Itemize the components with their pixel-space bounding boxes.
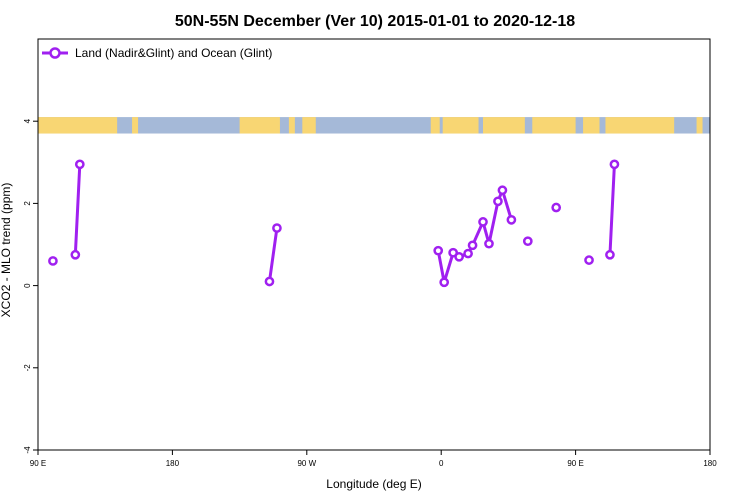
y-tick-label: -4 [23, 446, 32, 454]
series-line [608, 162, 616, 257]
data-point [433, 245, 444, 256]
series-line [73, 162, 82, 257]
data-point [48, 256, 58, 266]
data-point [609, 159, 620, 170]
data-point [584, 255, 594, 265]
map-land [696, 117, 703, 134]
map-land [583, 117, 600, 134]
y-tick-label: 4 [23, 118, 32, 123]
data-point [506, 214, 517, 225]
series-layer [48, 159, 620, 288]
map-land [132, 117, 139, 134]
data-point [551, 202, 562, 213]
y-axis-label: XCO2 - MLO trend (ppm) [0, 183, 13, 318]
x-tick-label: 180 [703, 459, 717, 468]
map-land [483, 117, 525, 134]
data-point [463, 248, 473, 259]
data-point [467, 240, 478, 251]
data-point [454, 251, 464, 262]
x-tick-label: 90 W [297, 459, 316, 468]
y-axis: -4 -2 0 2 4 [23, 118, 38, 454]
map-land [38, 117, 118, 134]
legend-label: Land (Nadir&Glint) and Ocean (Glint) [75, 46, 272, 60]
map-land [605, 117, 675, 134]
map-land [239, 117, 280, 134]
y-tick-label: -2 [23, 364, 32, 372]
data-point [484, 238, 494, 249]
world-map-strip [38, 117, 710, 134]
map-land [288, 117, 295, 134]
data-point [478, 217, 488, 227]
x-tick-label: 180 [166, 459, 180, 468]
data-point [74, 159, 85, 170]
x-tick-label: 0 [439, 459, 444, 468]
data-point [522, 236, 533, 247]
map-land [442, 117, 479, 134]
data-point [605, 249, 615, 260]
y-tick-label: 2 [23, 201, 32, 206]
data-point [264, 276, 275, 287]
legend-marker-swatch [49, 47, 61, 59]
map-land [532, 117, 576, 134]
chart-title: 50N-55N December (Ver 10) 2015-01-01 to … [175, 13, 575, 30]
x-tick-label: 90 E [567, 459, 583, 468]
map-land [302, 117, 316, 134]
y-tick-label: 0 [23, 283, 32, 288]
map-land [430, 117, 440, 134]
data-point [70, 249, 81, 260]
data-point [439, 277, 450, 288]
plot-frame [37, 38, 711, 451]
legend: Land (Nadir&Glint) and Ocean (Glint) [42, 46, 272, 60]
x-tick-label: 90 E [30, 459, 46, 468]
x-axis-label: Longitude (deg E) [326, 477, 421, 491]
data-point [272, 223, 282, 233]
data-point [497, 185, 508, 196]
x-axis: 90 E 180 90 W 0 90 E 180 [30, 450, 717, 468]
data-point [493, 196, 503, 207]
series-line [267, 226, 279, 283]
